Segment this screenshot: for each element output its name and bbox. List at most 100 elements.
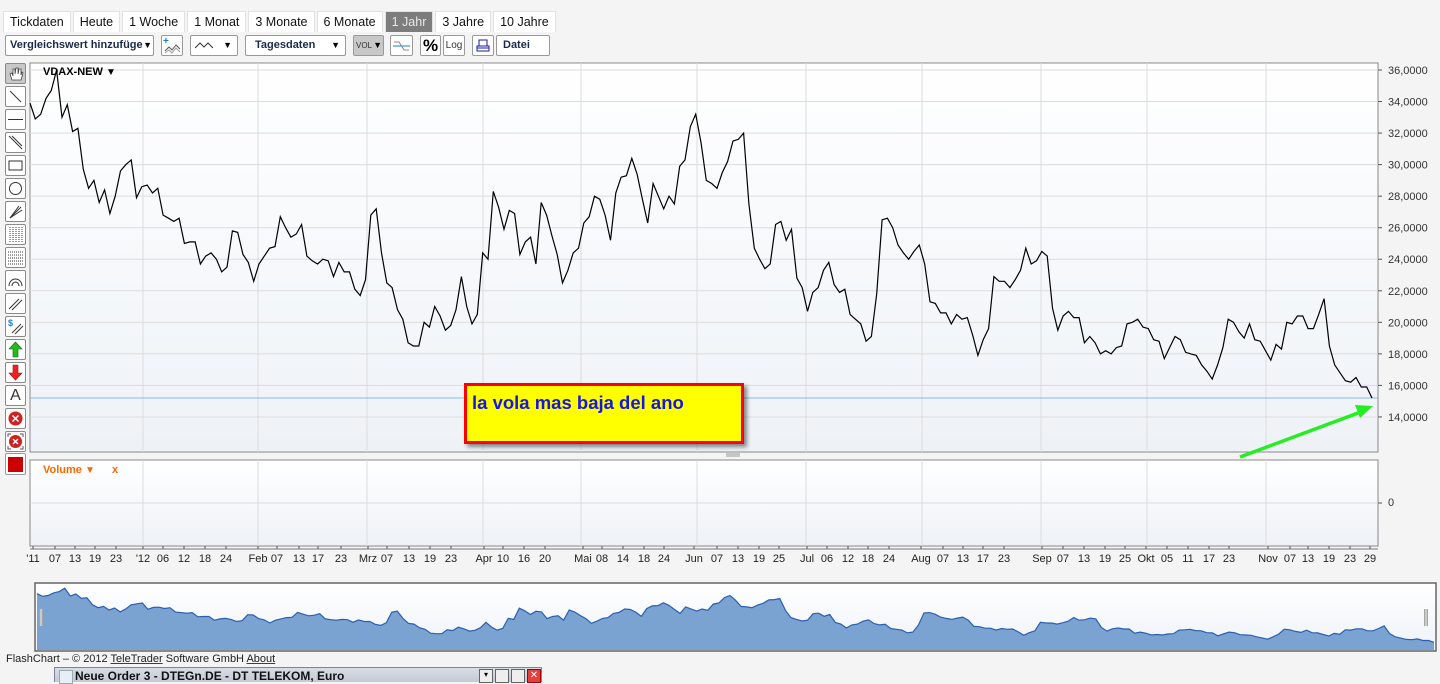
period-tabs: Tickdaten Heute 1 Woche 1 Monat 3 Monate 6 Mo… [3,11,556,32]
x-tick-label: 06 [157,553,169,565]
x-tick-label: 18 [199,553,211,565]
tab-1-woche[interactable]: 1 Woche [122,11,186,32]
tool-arc-button[interactable] [5,270,26,291]
tab-10-jahre[interactable]: 10 Jahre [493,11,556,32]
y-tick-label: 36,0000 [1388,65,1428,77]
tab-1-monat[interactable]: 1 Monat [187,11,247,32]
y-tick-label: 28,0000 [1388,191,1428,203]
x-tick-label: Feb [249,553,268,565]
close-window-button[interactable]: ✕ [527,669,541,683]
circle-icon [9,182,22,195]
x-tick-label: 24 [220,553,232,565]
interval-dropdown[interactable]: Tagesdaten ▼ [245,35,346,56]
volume-close-button[interactable]: x [111,464,119,476]
tool-circle-button[interactable] [5,178,26,199]
teletrader-link[interactable]: TeleTrader [110,653,163,665]
tool-fan-button[interactable] [5,201,26,222]
tab-tickdaten[interactable]: Tickdaten [3,11,71,32]
tab-1-jahr[interactable]: 1 Jahr [384,11,434,32]
tab-6-monate[interactable]: 6 Monate [316,11,383,32]
tool-rectangle-button[interactable] [5,155,26,176]
tool-vertical-grid-button[interactable] [5,224,26,245]
x-tick-label: 06 [821,553,833,565]
chevron-down-icon: ▼ [373,40,382,50]
tool-text-button[interactable]: A [5,385,26,406]
percent-button[interactable]: % [420,35,441,56]
x-tick-label: 14 [617,553,629,565]
y-tick-label: 30,0000 [1388,160,1428,172]
x-tick-label: 12 [178,553,190,565]
x-tick-label: 13 [69,553,81,565]
tool-horizontal-grid-button[interactable] [5,247,26,268]
x-tick-label: 23 [110,553,122,565]
file-menu-button[interactable]: Datei [496,35,550,56]
chart-type-dropdown[interactable]: ▼ [190,35,238,56]
color-picker-icon [8,456,23,472]
annotation-arrow[interactable] [1239,405,1373,459]
tab-3-jahre[interactable]: 3 Jahre [435,11,492,32]
y-tick-label: 24,0000 [1388,254,1428,266]
navigator-left-handle[interactable] [39,609,43,626]
x-tick-label: 25 [773,553,785,565]
volume-panel-header: Volume ▼ x [43,464,118,476]
x-tick-label: 23 [998,553,1010,565]
annotation-text: la vola mas baja del ano [472,392,684,413]
dollar-channel-icon: $ [8,318,24,335]
print-button[interactable] [472,35,494,56]
tool-parallel-lines-button[interactable] [5,132,26,153]
caret-down-icon[interactable]: ▼ [84,465,95,476]
tool-hand-button[interactable] [5,63,26,84]
x-tick-label: 23 [1223,553,1235,565]
about-link[interactable]: About [246,653,276,665]
x-tick-label: 08 [596,553,608,565]
window-app-icon [59,670,73,684]
tool-channel-button[interactable] [5,293,26,314]
tool-arrow-up-button[interactable] [5,339,26,360]
log-button[interactable]: Log [443,35,465,56]
svg-text:$: $ [8,318,13,328]
x-tick-label: 29 [1364,553,1376,565]
x-tick-label: 19 [1099,553,1111,565]
fan-icon [9,205,23,219]
compare-dropdown[interactable]: Vergleichswert hinzufüge ▼ [5,35,154,56]
channel-icon [8,298,23,311]
tool-arrow-down-button[interactable] [5,362,26,383]
instrument-dropdown[interactable]: VDAX-NEW ▼ [43,66,116,78]
x-tick-label: 19 [424,553,436,565]
x-tick-label: 12 [842,553,854,565]
volume-label[interactable]: Volume [43,464,82,476]
tool-delete-all-button[interactable] [5,431,26,452]
navigator-right-handle[interactable] [1424,609,1428,626]
tab-heute[interactable]: Heute [72,11,121,32]
instrument-label: VDAX-NEW [43,66,103,78]
tool-delete-button[interactable] [5,408,26,429]
window-menu-button[interactable]: ▾ [479,669,493,683]
line-icon [9,90,22,103]
maximize-button[interactable] [511,669,525,683]
delete-all-icon [7,433,24,450]
y-tick-label: 18,0000 [1388,349,1428,361]
tab-3-monate[interactable]: 3 Monate [248,11,315,32]
volume-toggle[interactable]: VOL ▼ [353,35,384,56]
x-tick-label: 23 [1344,553,1356,565]
tool-dollar-channel-button[interactable]: $ [5,316,26,337]
tool-horizontal-line-button[interactable] [5,109,26,130]
x-tick-label: 11 [1182,553,1193,565]
x-tick-label: 18 [862,553,874,565]
order-window[interactable]: Neue Order 3 - DTEGn.DE - DT TELEKOM, Eu… [54,667,542,684]
navigator-line [36,587,1435,643]
minimize-button[interactable] [495,669,509,683]
tool-line-button[interactable] [5,86,26,107]
x-tick-label: 13 [1078,553,1090,565]
add-indicator-button[interactable]: + [161,35,183,56]
x-tick-label: 13 [957,553,969,565]
x-tick-label: 23 [335,553,347,565]
annotation-box[interactable]: la vola mas baja del ano [464,383,744,444]
x-tick-label: 20 [539,553,551,565]
color-picker-button[interactable] [5,453,26,475]
x-tick-label: 17 [977,553,989,565]
arrow-down-icon [8,364,23,381]
x-tick-label: 07 [1057,553,1069,565]
indicator-button[interactable] [390,35,413,56]
